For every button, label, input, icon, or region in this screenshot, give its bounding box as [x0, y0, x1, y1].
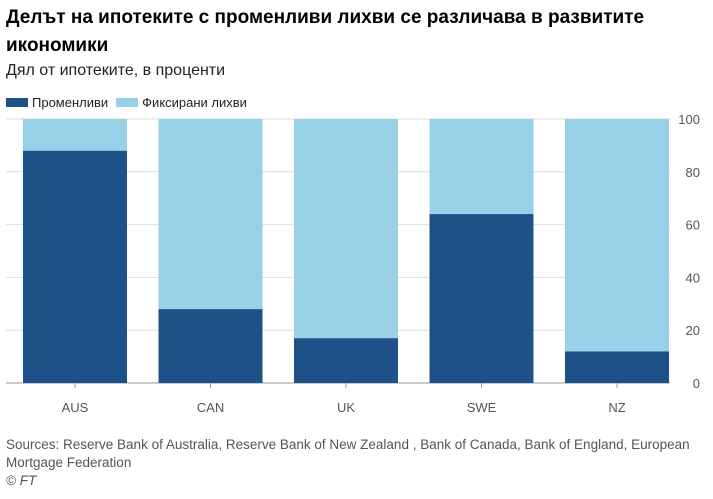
legend-swatch-variable [6, 98, 28, 107]
bar-nz-fixed [565, 119, 669, 352]
y-tick-label: 0 [693, 376, 700, 391]
bar-swe-fixed [429, 119, 534, 215]
x-tick-label: AUS [62, 400, 89, 415]
chart-title: Делът на ипотеките с променливи лихви се… [6, 7, 645, 56]
bar-aus-fixed [23, 119, 127, 151]
credit: © FT [6, 473, 37, 488]
x-tick-label: NZ [608, 400, 625, 415]
bar-can-variable [158, 309, 263, 383]
y-tick-label: 20 [686, 323, 700, 338]
x-tick-label: CAN [197, 400, 224, 415]
x-tick-label: SWE [467, 400, 497, 415]
x-tick-label: UK [337, 400, 355, 415]
bar-uk-fixed [294, 119, 398, 339]
legend-swatch-fixed [116, 98, 139, 107]
bar-aus-variable [23, 150, 127, 383]
y-tick-label: 80 [686, 165, 700, 180]
legend: Променливи Фиксирани лихви [6, 95, 255, 110]
bar-uk-variable [294, 338, 398, 383]
legend-item-variable: Променливи [6, 95, 108, 110]
y-tick-label: 40 [686, 270, 700, 285]
legend-label-variable: Променливи [32, 95, 109, 110]
y-tick-label: 60 [686, 218, 700, 233]
bar-can-fixed [158, 119, 263, 310]
legend-item-fixed: Фиксирани лихви [116, 95, 247, 110]
bar-nz-variable [565, 351, 669, 383]
source-note: Sources: Reserve Bank of Australia, Rese… [6, 437, 690, 470]
bar-swe-variable [429, 214, 534, 383]
y-tick-label: 100 [678, 112, 700, 127]
chart-subtitle: Дял от ипотеките, в проценти [6, 62, 226, 79]
legend-label-fixed: Фиксирани лихви [142, 95, 247, 110]
